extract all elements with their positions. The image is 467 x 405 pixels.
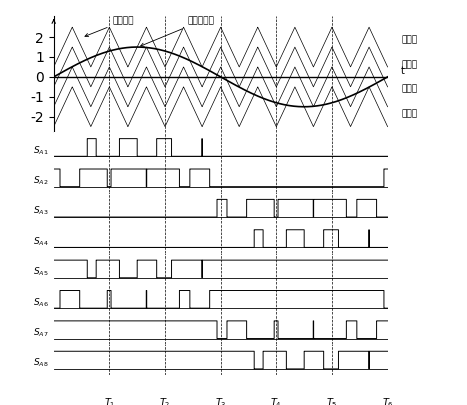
Text: 第一组: 第一组 (402, 36, 417, 45)
Text: $T_1$: $T_1$ (104, 396, 115, 405)
Text: 第三组: 第三组 (402, 85, 417, 94)
Text: 第四组: 第四组 (402, 109, 417, 118)
Text: 正弦调制波: 正弦调制波 (141, 17, 215, 46)
Text: t: t (401, 66, 405, 76)
Text: $S_{A1}$: $S_{A1}$ (33, 144, 49, 157)
Text: $S_{A8}$: $S_{A8}$ (33, 357, 49, 369)
Text: $S_{A4}$: $S_{A4}$ (33, 235, 49, 248)
Text: 三角载波: 三角载波 (85, 17, 134, 36)
Text: $S_{A6}$: $S_{A6}$ (33, 296, 49, 309)
Text: $T_2$: $T_2$ (159, 396, 171, 405)
Text: $S_{A5}$: $S_{A5}$ (33, 266, 49, 278)
Text: $T_3$: $T_3$ (215, 396, 226, 405)
Text: $T_4$: $T_4$ (270, 396, 282, 405)
Text: $S_{A3}$: $S_{A3}$ (33, 205, 49, 217)
Text: $S_{A7}$: $S_{A7}$ (33, 326, 49, 339)
Text: $T_5$: $T_5$ (326, 396, 338, 405)
Text: $T_6$: $T_6$ (382, 396, 394, 405)
Text: 第二组: 第二组 (402, 60, 417, 69)
Text: $S_{A2}$: $S_{A2}$ (33, 175, 49, 187)
